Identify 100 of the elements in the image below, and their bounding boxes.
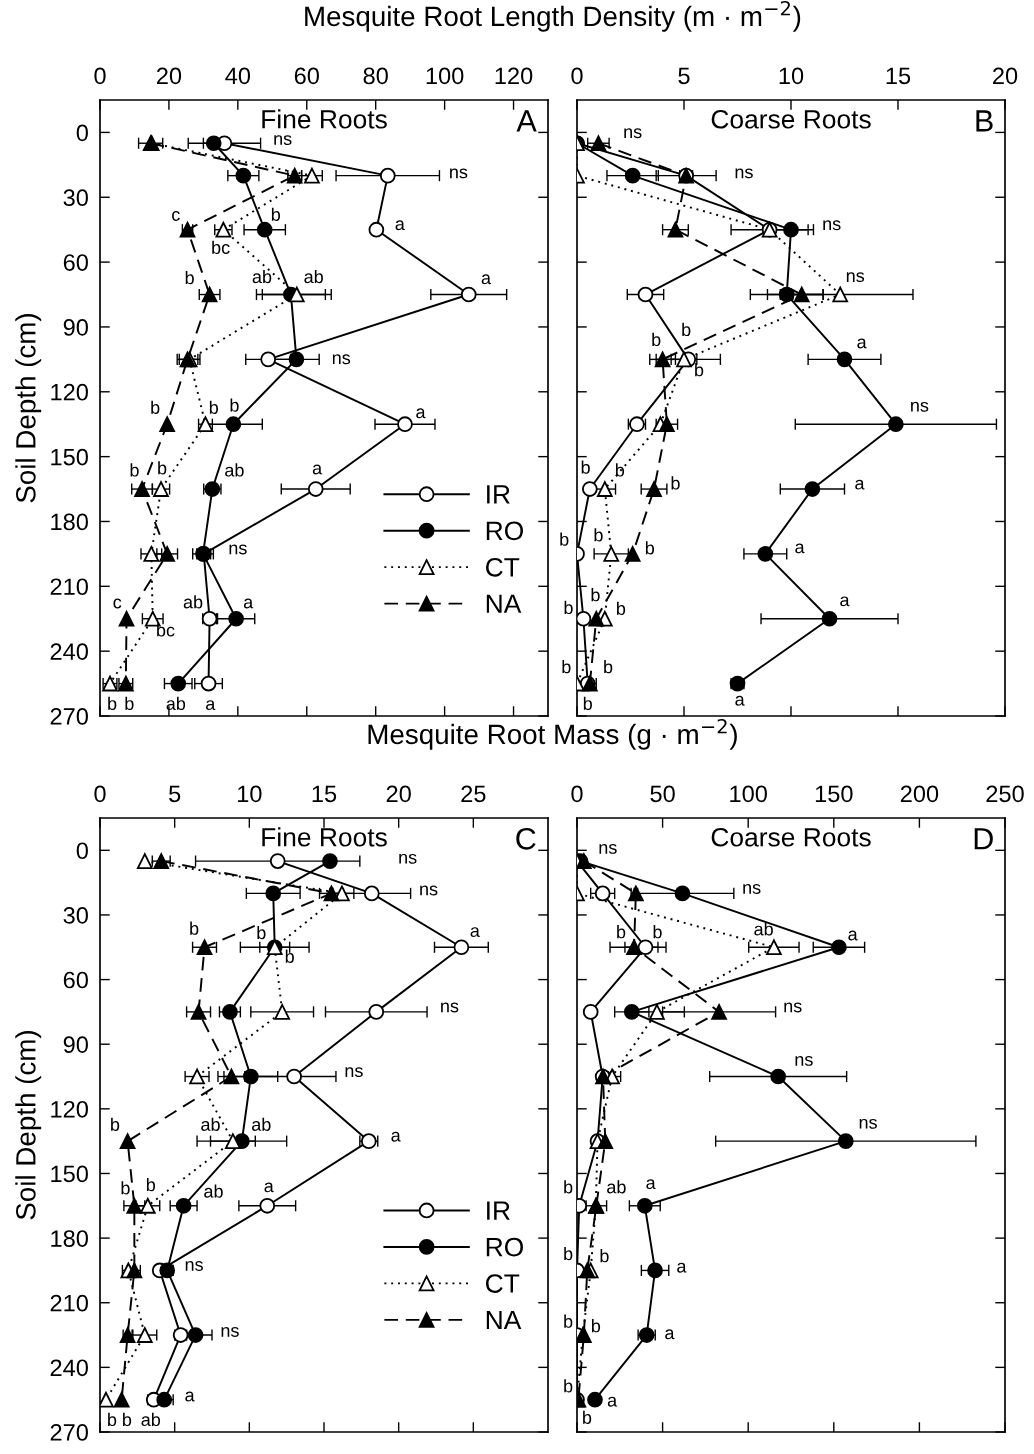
annotation: ns	[846, 272, 865, 283]
y-tick-label: 240	[50, 643, 88, 660]
annotation: ns	[795, 1055, 813, 1066]
annotation: b	[617, 601, 626, 615]
annotation: b	[583, 696, 592, 711]
annotation: ns	[274, 135, 292, 146]
x-tick-label: 100	[730, 785, 767, 803]
annotation: ns	[229, 544, 247, 555]
legend-label: RO	[486, 1237, 523, 1257]
annotation: a	[848, 930, 858, 941]
y-tick-label: 210	[50, 578, 88, 596]
annotation: ns	[345, 1067, 363, 1078]
annotation: b	[285, 949, 294, 963]
annotation: b	[594, 528, 603, 542]
y-tick-label: 150	[51, 448, 88, 466]
x-tick-label: 0	[94, 67, 106, 85]
annotation: b	[209, 400, 218, 414]
y-axis-title: Soil Depth (cm)	[15, 314, 42, 503]
annotation: b	[581, 460, 590, 474]
annotation: b	[591, 588, 600, 602]
text: b	[564, 600, 573, 615]
annotation: bc	[157, 623, 175, 637]
annotation: a	[395, 220, 405, 231]
x-tick-label: 120	[495, 67, 533, 85]
text: b	[564, 1379, 573, 1393]
y-tick-label: 120	[51, 383, 88, 401]
annotation: ns	[221, 1326, 239, 1337]
annotation: b	[125, 696, 134, 711]
annotation: b	[257, 925, 266, 940]
x-tick-label: 250	[986, 785, 1024, 803]
annotation: D	[974, 828, 993, 850]
x-tick-label: 5	[678, 67, 690, 85]
x-tick-label: 100	[426, 67, 464, 85]
legend-label: RO	[486, 521, 523, 541]
annotation: a	[243, 598, 254, 609]
x-tick-label: 200	[900, 785, 939, 803]
annotation: b	[653, 925, 662, 939]
annotation: ns	[332, 354, 351, 365]
annotation: b	[271, 207, 281, 221]
annotation: a	[470, 927, 480, 938]
x-tick-label: 20	[156, 67, 182, 85]
annotation: b	[652, 332, 661, 347]
x-tick-label: 0	[571, 67, 583, 85]
annotation: a	[607, 1396, 618, 1407]
annotation: ns	[420, 885, 438, 896]
chart-title: Mesquite Root Mass (g · m$^{−2}$)	[368, 718, 737, 750]
legend-label: IR	[487, 485, 510, 504]
annotation: b	[185, 270, 194, 285]
y-tick-label: 30	[63, 907, 88, 924]
annotation: c	[172, 211, 180, 221]
annotation: A	[516, 110, 537, 132]
text: b	[564, 1180, 573, 1194]
annotation: ab	[141, 1412, 161, 1427]
legend-label: NA	[486, 1310, 522, 1330]
annotation: ab	[304, 269, 323, 284]
annotation: b	[682, 322, 691, 337]
annotation: a	[646, 1179, 656, 1190]
annotation: a	[840, 596, 850, 607]
x-tick-label: 0	[94, 785, 106, 803]
annotation: ns	[859, 1118, 877, 1129]
chart-title: Mesquite Root Length Density (m · m$^{−2}$)	[305, 0, 801, 32]
annotation: b	[123, 1412, 132, 1427]
annotation: c	[113, 598, 122, 609]
text: b	[560, 532, 569, 546]
y-tick-label: 270	[50, 708, 88, 725]
annotation: b	[615, 463, 625, 477]
annotation: a	[665, 1329, 675, 1340]
y-tick-label: 60	[63, 254, 88, 271]
chart-subtitle: Fine Roots	[262, 109, 387, 129]
y-tick-label: 90	[63, 1036, 88, 1053]
x-tick-label: 80	[363, 67, 388, 85]
annotation: ab	[607, 1180, 626, 1194]
annotation: ns	[450, 168, 468, 179]
annotation: ab	[183, 595, 203, 609]
chart-subtitle: Fine Roots	[262, 827, 387, 847]
y-tick-label: 180	[51, 513, 88, 531]
annotation: b	[108, 696, 117, 711]
x-tick-label: 10	[779, 67, 804, 85]
annotation: ns	[823, 220, 841, 231]
x-tick-label: 20	[386, 785, 411, 803]
annotation: ab	[754, 922, 773, 936]
annotation: ns	[399, 853, 417, 864]
legend-label: CT	[486, 1274, 520, 1293]
annotation: b	[617, 925, 626, 939]
annotation: a	[391, 1131, 401, 1142]
y-tick-label: 180	[51, 1230, 88, 1247]
annotation: b	[583, 1410, 592, 1424]
annotation: b	[151, 400, 160, 414]
annotation: a	[735, 695, 745, 706]
annotation: ns	[624, 128, 642, 139]
y-tick-label: 90	[63, 319, 88, 336]
annotation: bc	[212, 240, 230, 254]
x-tick-label: 60	[294, 67, 319, 85]
annotation: ab	[166, 696, 186, 711]
x-tick-label: 25	[461, 785, 486, 803]
annotation: a	[857, 338, 867, 349]
y-axis-title: Soil Depth (cm)	[15, 1031, 42, 1220]
annotation: ns	[735, 168, 753, 179]
chart-subtitle: Coarse Roots	[711, 827, 871, 847]
x-tick-label: 150	[815, 785, 853, 803]
